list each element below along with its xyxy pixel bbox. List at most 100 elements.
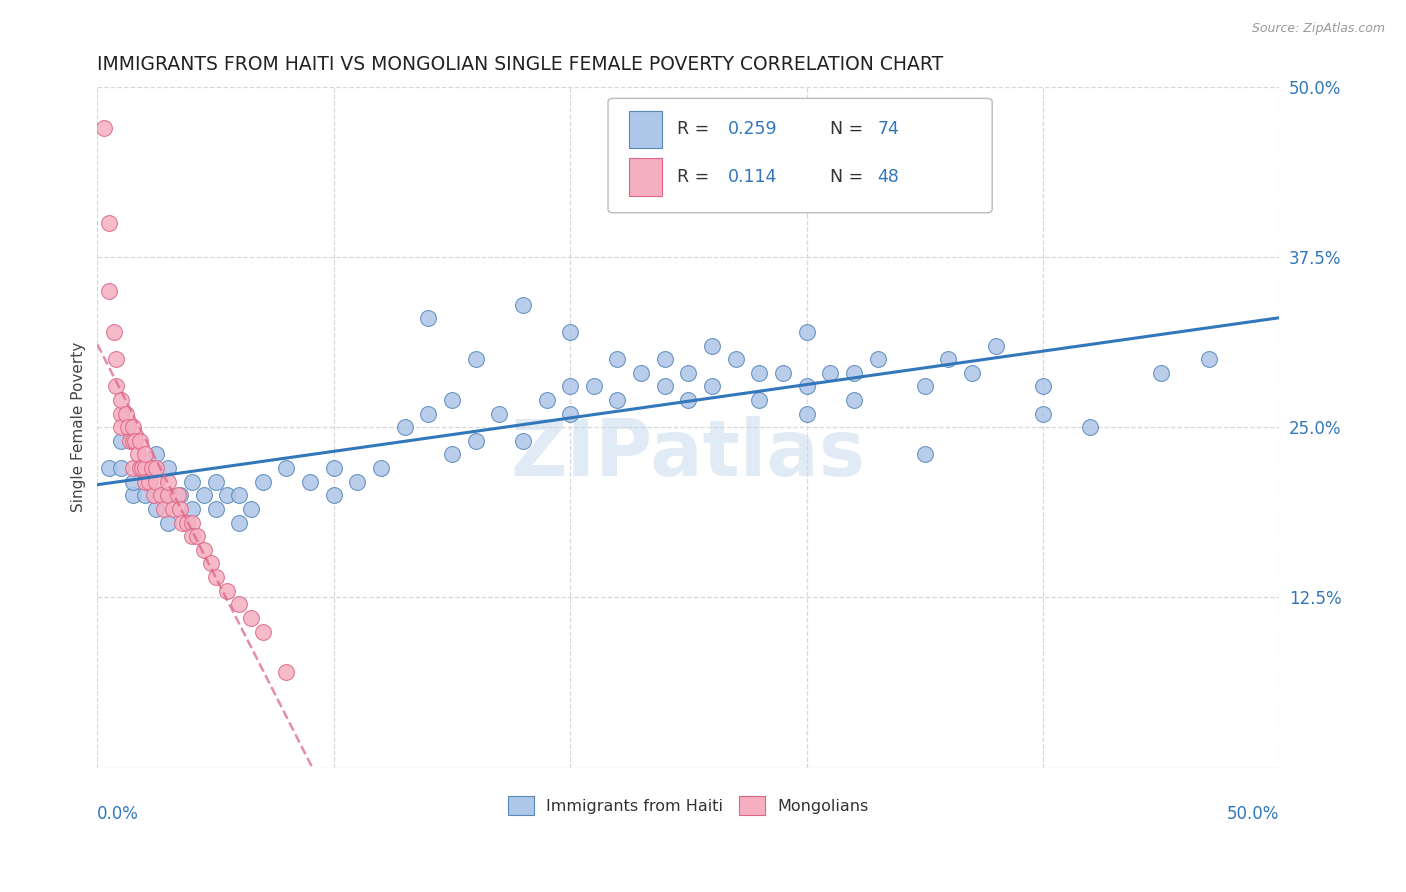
Point [103,325,125,339]
Text: 0.259: 0.259 [727,120,778,138]
Y-axis label: Single Female Poverty: Single Female Poverty [72,343,86,512]
Point [134,461,156,475]
Point [145,475,167,489]
Point [110,407,132,421]
Point [121,461,143,475]
Point [110,420,132,434]
Point [193,488,215,502]
Point [560,325,582,339]
Bar [630,158,662,195]
Point [120,434,142,448]
Point [105,379,128,393]
Point [157,461,180,475]
Point [193,542,215,557]
Legend: Immigrants from Haiti, Mongolians: Immigrants from Haiti, Mongolians [502,789,875,821]
Point [700,338,723,352]
Point [162,502,184,516]
Point [150,488,173,502]
Point [276,665,298,680]
Text: R =: R = [676,168,714,186]
Text: R =: R = [676,120,714,138]
Point [1078,420,1101,434]
Point [560,407,582,421]
Point [322,488,344,502]
Point [180,475,202,489]
Point [252,475,274,489]
Point [606,352,628,367]
Point [217,488,239,502]
Point [145,448,167,462]
Point [796,407,818,421]
Point [240,611,263,625]
Point [440,448,463,462]
FancyBboxPatch shape [607,98,993,213]
Point [121,475,143,489]
Text: 0.114: 0.114 [727,168,776,186]
Point [748,366,770,380]
Point [938,352,960,367]
Point [204,570,226,584]
Point [654,352,676,367]
Point [678,366,700,380]
Point [796,379,818,393]
Point [200,557,222,571]
Point [512,434,534,448]
Point [180,516,202,530]
Point [157,516,180,530]
Point [1032,379,1054,393]
Point [180,529,202,543]
Point [536,392,558,407]
Point [134,448,156,462]
Text: 0.0%: 0.0% [97,805,139,823]
Point [129,434,152,448]
Point [748,392,770,407]
Point [98,284,121,298]
Point [606,392,628,407]
Point [157,488,180,502]
Point [512,298,534,312]
Point [700,379,723,393]
Point [121,488,143,502]
Point [984,338,1007,352]
Point [138,475,160,489]
Point [98,461,121,475]
Point [169,502,191,516]
Point [1032,407,1054,421]
Point [464,434,486,448]
Point [105,352,128,367]
Point [630,366,652,380]
Point [582,379,605,393]
Point [176,516,198,530]
Text: 74: 74 [877,120,900,138]
Point [724,352,747,367]
Text: IMMIGRANTS FROM HAITI VS MONGOLIAN SINGLE FEMALE POVERTY CORRELATION CHART: IMMIGRANTS FROM HAITI VS MONGOLIAN SINGL… [97,55,943,74]
Point [204,502,226,516]
Point [276,461,298,475]
Point [418,311,440,326]
Point [228,516,250,530]
Point [145,502,167,516]
Point [110,392,132,407]
Point [117,420,139,434]
Point [169,488,191,502]
Point [370,461,392,475]
Point [394,420,416,434]
Point [560,379,582,393]
Point [141,461,163,475]
Text: 48: 48 [877,168,900,186]
Text: N =: N = [831,120,869,138]
Point [157,488,180,502]
Point [131,461,153,475]
Point [157,475,180,489]
Text: 50.0%: 50.0% [1227,805,1279,823]
Point [228,488,250,502]
Point [121,434,143,448]
Point [134,461,156,475]
Point [204,475,226,489]
Point [127,448,149,462]
Point [960,366,983,380]
Text: N =: N = [831,168,869,186]
Point [98,216,121,230]
Point [842,366,865,380]
Point [93,120,115,135]
